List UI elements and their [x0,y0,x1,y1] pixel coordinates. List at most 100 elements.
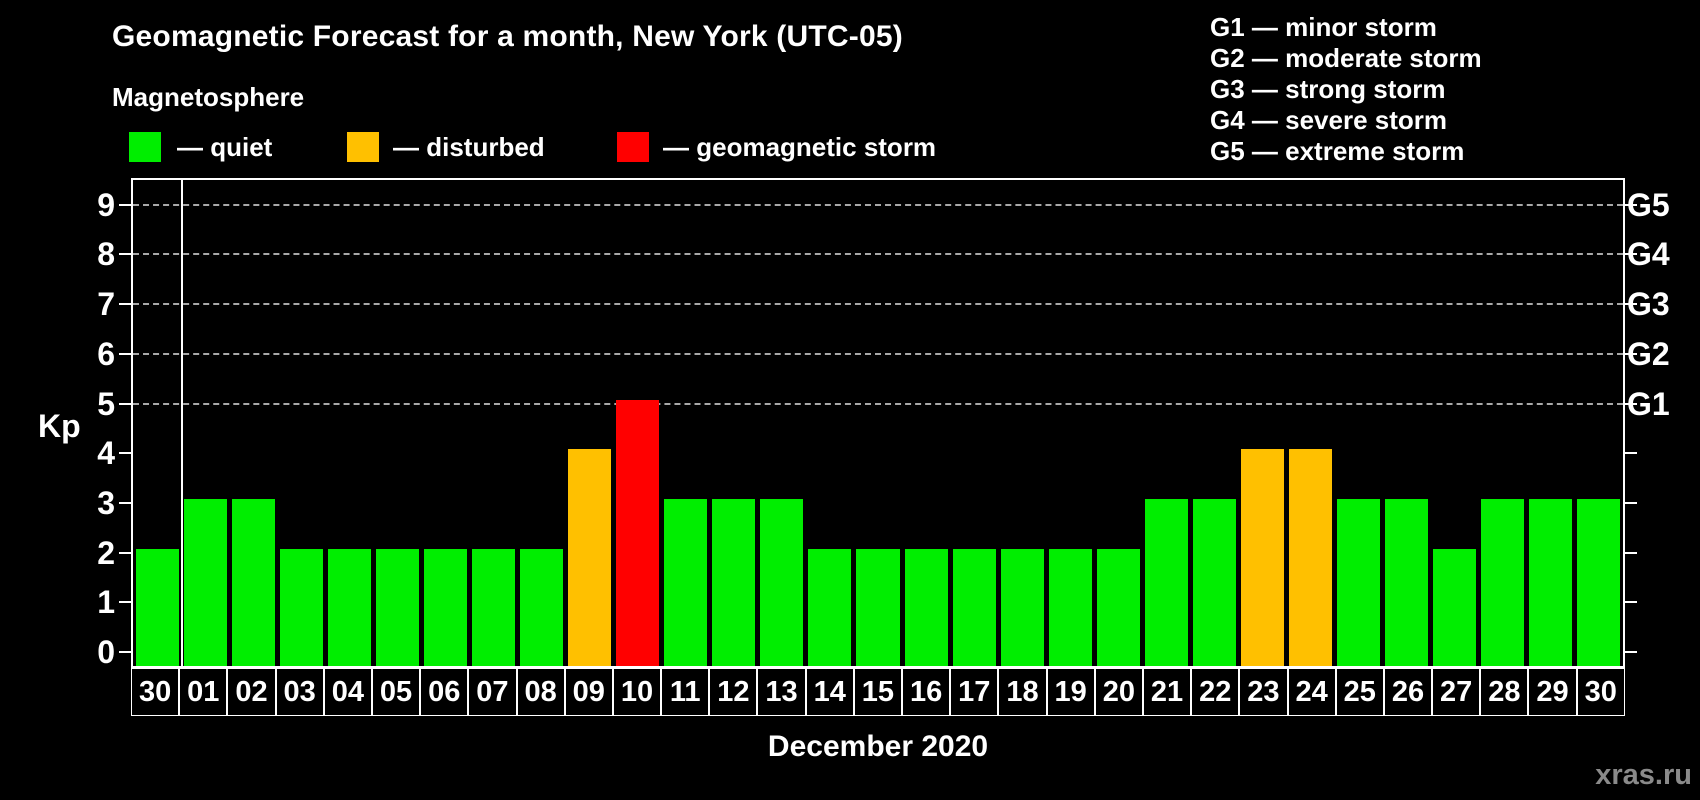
day-label-28: 28 [1480,668,1529,716]
kp-bar-day-24 [1289,449,1333,666]
kp-bar-day-25 [1337,498,1381,666]
y-tick-right-5 [1625,402,1637,405]
kp-bar-day-05 [375,548,419,666]
kp-bar-day-15 [856,548,900,666]
month-separator-line [181,180,184,666]
kp-bar-day-18 [1000,548,1044,666]
g1-legend-line: G1 — minor storm [1210,12,1437,42]
day-label-24: 24 [1287,668,1336,716]
day-label-12: 12 [709,668,758,716]
kp-bar-day-07 [471,548,515,666]
day-label-15: 15 [853,668,902,716]
watermark: xras.ru [1595,759,1692,791]
y-tick-left-5 [119,402,131,405]
y-tick-label-4: 4 [97,435,115,472]
g-scale-label-g5: G5 [1627,186,1670,223]
kp-bar-day-16 [904,548,948,666]
kp-bar-day-13 [760,498,804,666]
g4-legend-line: G4 — severe storm [1210,105,1448,135]
kp-bar-day-11 [664,498,708,666]
gridline-kp8 [133,253,1623,256]
y-tick-left-3 [119,501,131,504]
y-tick-left-4 [119,452,131,455]
day-label-13: 13 [757,668,806,716]
day-label-14: 14 [805,668,854,716]
kp-bar-day-30 [1577,498,1621,666]
x-axis-title: December 2020 [767,730,989,763]
kp-bar-day-12 [712,498,756,666]
y-tick-label-1: 1 [97,584,115,621]
kp-bar-day-22 [1192,498,1236,666]
g5-legend-line: G5 — extreme storm [1210,136,1465,166]
day-label-16: 16 [902,668,951,716]
day-label-17: 17 [950,668,999,716]
y-tick-right-8 [1625,253,1637,256]
day-label-22: 22 [1191,668,1240,716]
kp-bar-day-23 [1240,449,1285,666]
y-tick-left-1 [119,601,131,604]
plot-area: 0 1 2 3 4 5 6 7 8 9 G1 G2 G3 G4 G5 [97,178,1670,670]
y-tick-label-3: 3 [97,484,115,521]
kp-bar-day-19 [1048,548,1092,666]
y-axis-label: Kp [38,408,81,444]
day-label-03: 03 [275,668,324,716]
quiet-color-swatch [129,132,161,162]
day-label-25: 25 [1335,668,1384,716]
y-tick-right-2 [1625,551,1637,554]
day-label-01: 01 [179,668,228,716]
y-tick-left-9 [119,203,131,206]
day-label-19: 19 [1046,668,1095,716]
day-label-21: 21 [1142,668,1192,716]
kp-bar-day-28 [1481,498,1525,666]
g-scale-label-g2: G2 [1627,335,1670,372]
g-scale-label-g3: G3 [1627,286,1670,323]
kp-bar-day-08 [520,548,564,666]
y-tick-label-5: 5 [97,385,115,422]
y-tick-label-6: 6 [97,335,115,372]
g3-legend-line: G3 — strong storm [1210,74,1446,104]
day-label-20: 20 [1094,668,1143,716]
magnetosphere-label: Magnetosphere [112,82,305,112]
storm-color-swatch [617,132,649,162]
day-label-30: 30 [1576,668,1625,716]
day-label-02: 02 [227,668,276,716]
y-tick-left-2 [119,551,131,554]
kp-bar-day-20 [1096,548,1140,666]
y-tick-left-0 [119,651,131,653]
y-tick-label-9: 9 [97,186,115,223]
day-label-08: 08 [516,668,565,716]
g-scale-label-g1: G1 [1627,385,1670,422]
day-label-30: 30 [131,668,180,716]
kp-bar-day-01 [183,498,227,666]
kp-bar-day-26 [1385,498,1429,666]
day-label-10: 10 [612,668,662,716]
y-tick-right-3 [1625,501,1637,504]
y-tick-right-7 [1625,303,1637,306]
gridline-kp9 [133,203,1623,206]
kp-bar-day-02 [231,498,275,666]
kp-bar-day-09 [568,449,612,666]
day-label-18: 18 [998,668,1047,716]
g2-legend-line: G2 — moderate storm [1210,43,1482,73]
y-tick-right-1 [1625,601,1637,604]
kp-bar-day-06 [423,548,467,666]
day-label-04: 04 [323,668,372,716]
storm-label: — geomagnetic storm [663,132,937,162]
chart-title: Geomagnetic Forecast for a month, New Yo… [112,20,903,53]
y-tick-left-7 [119,303,131,306]
kp-bar-day-03 [279,548,323,666]
y-tick-right-4 [1625,452,1637,455]
day-label-23: 23 [1239,668,1288,716]
quiet-label: — quiet [177,132,273,162]
disturbed-color-swatch [347,132,379,162]
day-label-05: 05 [371,668,421,716]
x-axis-day-labels: 30 01 02 03 04 05 06 07 08 09 10 11 12 13 14 15 16 17 18 19… [131,668,1625,716]
day-label-09: 09 [564,668,613,716]
kp-bar-day-21 [1144,498,1188,666]
y-tick-left-8 [119,253,131,256]
day-label-06: 06 [420,668,469,716]
g-scale-label-g4: G4 [1627,236,1670,273]
kp-bar-day-27 [1433,548,1477,666]
y-tick-right-6 [1625,352,1637,355]
